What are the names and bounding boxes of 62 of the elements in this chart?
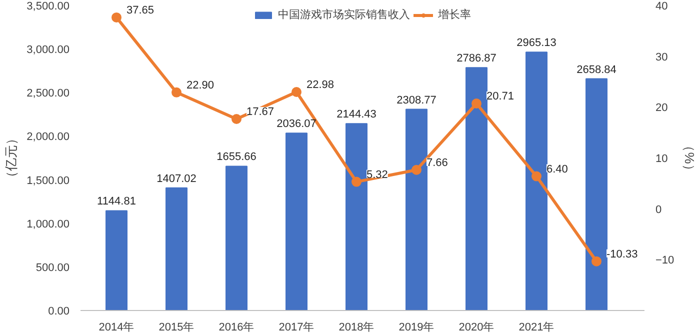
data-label: 7.66 bbox=[426, 156, 448, 169]
x-tick-label: 2014年 bbox=[98, 322, 134, 334]
bar bbox=[586, 78, 608, 310]
point bbox=[472, 98, 482, 109]
data-label: 20.71 bbox=[486, 90, 514, 103]
data-label: 2786.87 bbox=[456, 52, 496, 65]
bar bbox=[166, 187, 188, 310]
y2-tick-label: 20 bbox=[656, 102, 668, 114]
y-tick-label: 500.00 bbox=[36, 262, 70, 274]
x-tick-label: 2019年 bbox=[398, 322, 434, 334]
x-tick-label: 2020年 bbox=[458, 322, 494, 334]
y2-tick-label: 0 bbox=[656, 204, 662, 216]
bar bbox=[106, 210, 128, 310]
data-label: 1407.02 bbox=[156, 172, 196, 185]
y-tick-label: 1,500.00 bbox=[26, 174, 70, 187]
point bbox=[412, 164, 422, 175]
data-label: 2965.13 bbox=[516, 37, 556, 50]
data-label: 1655.66 bbox=[216, 151, 256, 164]
data-label: 6.40 bbox=[546, 163, 568, 176]
legend-label: 增长率 bbox=[438, 8, 471, 22]
y-tick-label: 3,000.00 bbox=[26, 44, 70, 56]
data-label: 2036.07 bbox=[276, 118, 316, 130]
data-label: 17.67 bbox=[246, 106, 274, 118]
point bbox=[292, 87, 302, 98]
bar bbox=[466, 67, 488, 310]
point bbox=[532, 171, 542, 182]
bar bbox=[226, 166, 248, 310]
bar bbox=[346, 123, 368, 310]
point bbox=[352, 176, 362, 187]
data-label: 22.98 bbox=[306, 79, 334, 92]
point bbox=[172, 87, 182, 98]
point bbox=[232, 114, 242, 124]
x-tick-label: 2021年 bbox=[518, 322, 554, 334]
x-tick-label: 2016年 bbox=[218, 322, 254, 334]
data-label: 2658.84 bbox=[576, 64, 616, 76]
point bbox=[592, 256, 602, 266]
y2-tick-label: 30 bbox=[656, 51, 668, 64]
x-tick-label: 2018年 bbox=[338, 322, 374, 334]
y-axis-title: （亿元） bbox=[4, 132, 19, 184]
data-label: 2308.77 bbox=[396, 94, 436, 106]
data-label: 22.90 bbox=[186, 79, 214, 92]
data-label: 2144.43 bbox=[336, 108, 376, 121]
y-tick-label: 1,000.00 bbox=[26, 218, 70, 230]
y2-tick-label: 40 bbox=[656, 0, 668, 12]
data-label: -10.33 bbox=[606, 248, 638, 260]
y-tick-label: 2,500.00 bbox=[26, 88, 70, 100]
legend-label: 中国游戏市场实际销售收入 bbox=[278, 8, 410, 22]
bar bbox=[406, 108, 428, 310]
y2-axis-title: （%） bbox=[682, 139, 698, 177]
data-label: 37.65 bbox=[126, 4, 154, 16]
y2-tick-label: −10 bbox=[656, 254, 674, 267]
y2-tick-label: 10 bbox=[656, 153, 668, 165]
x-tick-label: 2015年 bbox=[158, 322, 194, 334]
y-tick-label: 3,500.00 bbox=[26, 0, 70, 12]
data-label: 5.32 bbox=[366, 168, 388, 181]
x-tick-label: 2017年 bbox=[278, 322, 314, 334]
bar bbox=[526, 52, 548, 310]
y-tick-label: 2,000.00 bbox=[26, 131, 70, 144]
y-tick-label: 0.00 bbox=[48, 306, 70, 318]
data-label: 1144.81 bbox=[97, 196, 136, 208]
point bbox=[112, 12, 122, 22]
bar bbox=[286, 132, 308, 310]
